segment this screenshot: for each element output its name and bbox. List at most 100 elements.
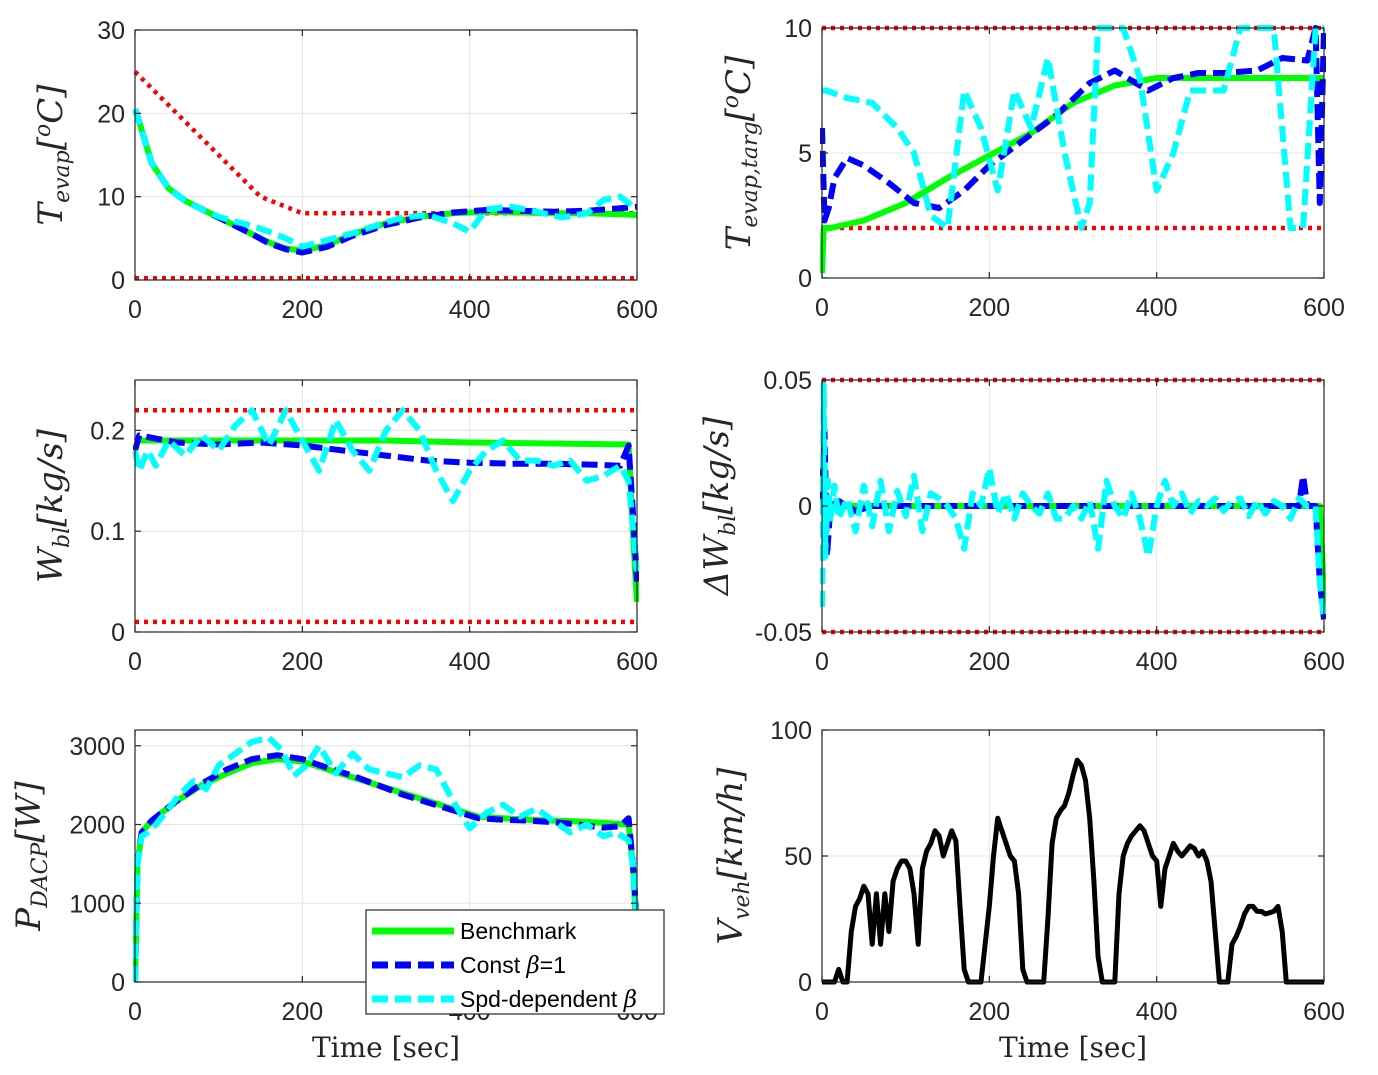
- y-label-unit-open: [: [711, 866, 751, 880]
- legend-spd-beta-symbol: β: [623, 987, 637, 1013]
- y-tick-label: 0: [111, 969, 125, 997]
- x-tick-label: 200: [281, 296, 323, 324]
- plot-area: [135, 30, 637, 280]
- y-label-unit-close: ]: [31, 84, 71, 99]
- y-tick-label: 0: [798, 969, 812, 997]
- x-tick-label: 600: [616, 648, 658, 676]
- y-label-unit-open: [: [31, 136, 71, 150]
- y-axis-label: ΔWbl[kg/s]: [697, 416, 741, 597]
- y-label-unit-open: [: [697, 501, 737, 515]
- series-const-beta: [133, 432, 639, 582]
- x-tick-label: 600: [616, 296, 658, 324]
- y-label-symbol: W: [31, 545, 71, 583]
- x-tick-label: 400: [449, 296, 491, 324]
- y-label-unit-close: ]: [719, 55, 759, 70]
- y-axis-label: Tevap,targ[oC]: [719, 55, 763, 250]
- y-tick-label: 0: [111, 619, 125, 647]
- axes-box: [134, 29, 638, 281]
- x-tick-label: 400: [1136, 998, 1178, 1026]
- x-tick-label: 400: [449, 648, 491, 676]
- x-tick-label: 0: [815, 998, 829, 1026]
- y-label-unit-close: ]: [697, 416, 737, 431]
- chart-vveh: 0 200 400 600 0 50 100 Vveh[km/h] Time [sec]: [711, 717, 1345, 1064]
- x-tick-label: 0: [128, 648, 142, 676]
- x-tick-label: 400: [1136, 648, 1178, 676]
- chart-pdacp: 02004006000100020003000PDACP[W]Time [sec…: [9, 729, 658, 1064]
- series-spd-beta: [133, 108, 639, 250]
- plot-area: [135, 380, 637, 632]
- y-label-unit: W: [9, 791, 49, 829]
- y-label-unit: km/h: [711, 781, 751, 867]
- legend-const-tail: =1: [540, 952, 566, 978]
- series-vehicle-speed: [822, 757, 1324, 985]
- y-axis-label: PDACP[W]: [9, 780, 53, 931]
- chart-wbl: 0 200 400 600 0 0.1 0.2 Wbl[kg/s]: [31, 379, 658, 676]
- y-label-unit-close: ]: [9, 780, 49, 795]
- y-label-symbol: T: [719, 225, 759, 250]
- y-label-unit: kg/s: [697, 430, 737, 501]
- chart-tevap: 0 200 400 600 0 10 20 30 Tevap[oC]: [31, 17, 658, 324]
- x-tick-label: 0: [815, 294, 829, 322]
- y-label-subscript: evap,targ: [738, 121, 763, 227]
- y-label-symbol: ΔW: [697, 533, 737, 598]
- series-group: [822, 757, 1324, 985]
- x-tick-label: 200: [968, 294, 1010, 322]
- chart-tevap-targ: 0 200 400 600 0 5 10 Tevap,targ[oC]: [719, 15, 1345, 322]
- y-label-unit-superscript: o: [719, 95, 744, 108]
- y-label-unit: C: [31, 98, 71, 124]
- y-label-unit: C: [719, 69, 759, 95]
- x-tick-label: 400: [1136, 294, 1178, 322]
- x-tick-label: 600: [1303, 648, 1345, 676]
- y-tick-label: 100: [770, 717, 812, 745]
- legend-label-benchmark: Benchmark: [460, 918, 577, 944]
- y-axis-label: Tevap[oC]: [31, 84, 75, 226]
- x-axis-label: Time [sec]: [999, 1031, 1147, 1064]
- y-tick-label: 20: [97, 100, 125, 128]
- y-label-subscript: DACP: [28, 842, 53, 909]
- series-spd-beta: [133, 734, 639, 983]
- axes-box: [134, 379, 638, 633]
- legend-spd-text: Spd-dependent: [460, 986, 624, 1012]
- y-tick-label: 1000: [69, 890, 125, 918]
- legend-const-beta-symbol: β: [525, 953, 539, 979]
- x-tick-label: 600: [1303, 998, 1345, 1026]
- y-tick-label: 2000: [69, 812, 125, 840]
- y-tick-label: 10: [97, 184, 125, 212]
- y-tick-label: 5: [798, 140, 812, 168]
- series-group: [133, 407, 639, 625]
- x-tick-label: 200: [281, 648, 323, 676]
- x-tick-label: 0: [815, 648, 829, 676]
- y-tick-label: 3000: [69, 733, 125, 761]
- y-label-unit-superscript: o: [31, 124, 56, 137]
- x-axis-label: Time [sec]: [312, 1031, 460, 1064]
- y-label-unit-close: ]: [31, 428, 71, 443]
- y-label-subscript: bl: [50, 527, 75, 548]
- series-group: [133, 70, 639, 281]
- series-const-beta: [133, 752, 639, 983]
- x-tick-label: 200: [968, 648, 1010, 676]
- y-label-unit: kg/s: [31, 442, 71, 513]
- y-label-unit-close: ]: [711, 767, 751, 782]
- y-label-subscript: bl: [716, 515, 741, 536]
- x-tick-label: 200: [968, 998, 1010, 1026]
- x-tick-label: 0: [128, 296, 142, 324]
- series-spd-beta: [820, 382, 1326, 620]
- x-tick-label: 0: [128, 998, 142, 1026]
- y-tick-label: 0: [798, 265, 812, 293]
- legend-label-const-beta: Const β=1: [460, 952, 566, 979]
- y-tick-label: 0.1: [90, 518, 125, 546]
- y-tick-label: 0: [798, 493, 812, 521]
- y-label-unit-open: [: [719, 107, 759, 121]
- y-label-symbol: V: [711, 916, 751, 944]
- y-tick-label: 0.05: [763, 367, 812, 395]
- y-tick-label: 0.2: [90, 417, 125, 445]
- y-axis-label: Vveh[km/h]: [711, 767, 755, 945]
- y-label-symbol: T: [31, 201, 71, 226]
- y-label-symbol: P: [9, 907, 49, 932]
- legend: Benchmark Const β=1 Spd-dependent β: [365, 909, 665, 1015]
- y-axis-label: Wbl[kg/s]: [31, 428, 75, 583]
- y-label-unit-open: [: [31, 513, 71, 527]
- legend-box: [365, 909, 665, 1015]
